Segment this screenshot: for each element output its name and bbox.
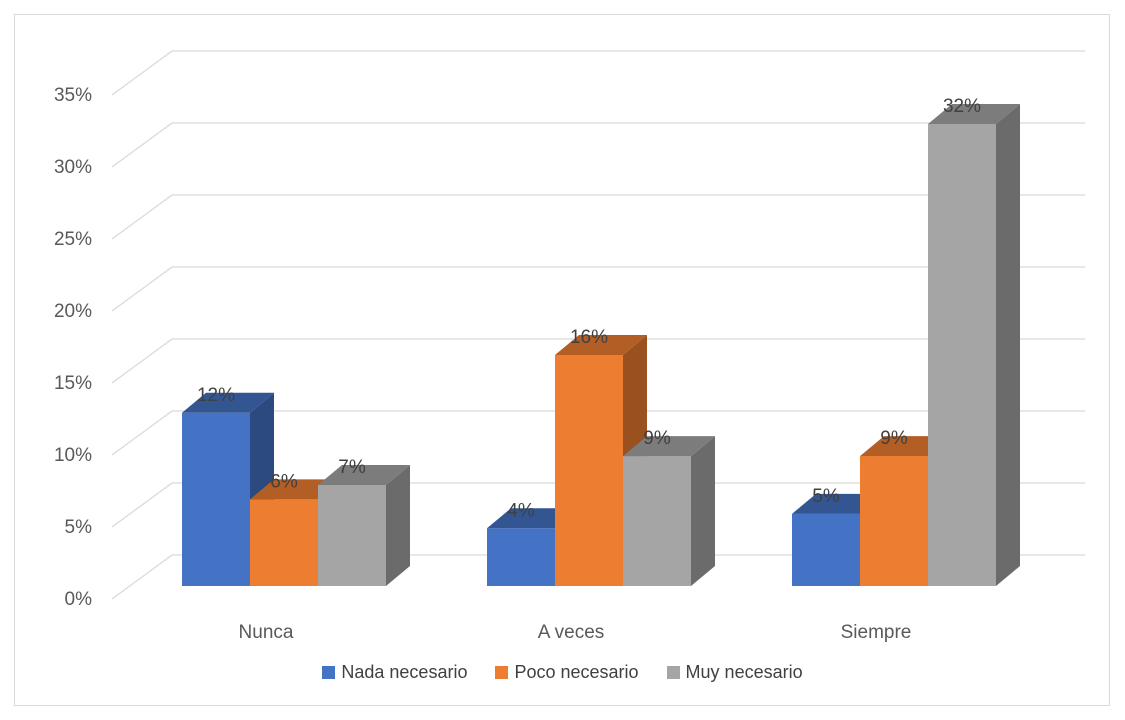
legend-swatch-series-2 [666,666,680,679]
data-label: 4% [507,500,535,521]
legend: Nada necesario Poco necesario Muy necesa… [0,662,1125,683]
bar-2-2 [928,104,1020,586]
legend-label-series-0: Nada necesario [341,662,468,682]
bar-front [860,456,928,586]
bar-front [318,484,386,586]
bars [182,104,1020,586]
bar-front [623,456,691,586]
bar-top [318,464,410,485]
x-category-label: Siempre [841,622,912,643]
bar-top [928,104,1020,124]
legend-item-series-2: Muy necesario [666,662,803,683]
bar-side [386,464,410,586]
legend-swatch-series-0 [322,666,336,679]
gridline [111,482,1085,528]
bar-side [691,436,715,586]
gridline [111,338,1085,384]
x-axis-categories: Nunca A veces Siempre [239,622,912,643]
bar-1-2 [623,436,715,586]
bar-front [250,499,318,586]
legend-label-series-2: Muy necesario [685,662,803,682]
bar-front [792,513,860,586]
bar-top [555,335,647,355]
data-label: 7% [338,457,366,478]
data-label: 12% [197,385,235,406]
legend-swatch-series-1 [495,666,509,679]
bar-front [555,355,623,586]
gridline [111,122,1085,168]
legend-item-series-0: Nada necesario [322,662,467,683]
data-label: 6% [270,471,298,492]
bar-top [182,392,274,413]
x-category-label: A veces [538,622,605,643]
gridline [111,50,1085,96]
data-label: 9% [643,428,671,449]
bar-side [996,104,1020,586]
gridline [111,554,1085,600]
data-label: 16% [570,327,608,348]
y-tick-label: 30% [54,157,92,178]
y-tick-label: 25% [54,229,92,250]
data-label: 32% [943,96,981,117]
legend-label-series-1: Poco necesario [514,662,639,682]
y-tick-label: 20% [54,301,92,322]
y-tick-label: 10% [54,445,92,466]
y-tick-label: 0% [65,589,93,610]
bar-top [623,436,715,457]
legend-item-series-1: Poco necesario [495,662,639,683]
gridline [111,410,1085,456]
data-label: 5% [812,486,840,507]
x-category-label: Nunca [239,622,294,643]
bar-front [928,124,996,586]
data-label: 9% [880,428,908,449]
y-tick-label: 15% [54,373,92,394]
y-tick-label: 5% [65,517,93,538]
bar-front [487,528,555,586]
gridlines [111,50,1085,600]
data-labels: 12% 6% 7% 4% 16% 9% 5% 9% 32% [197,96,981,521]
gridline [111,266,1085,312]
bar-0-2 [318,464,410,586]
y-axis-ticks: 0% 5% 10% 15% 20% 25% 30% 35% [54,85,92,610]
y-tick-label: 35% [54,85,92,106]
bar-front [182,412,250,586]
gridline [111,194,1085,240]
